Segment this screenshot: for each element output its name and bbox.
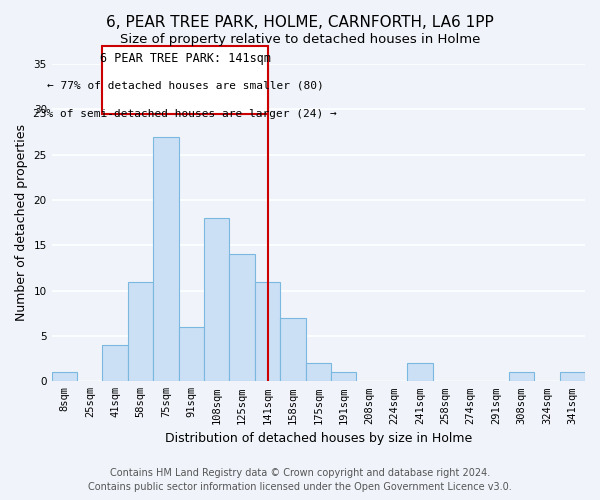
Bar	[153, 136, 179, 382]
Bar	[407, 363, 433, 382]
Bar	[331, 372, 356, 382]
FancyBboxPatch shape	[103, 46, 268, 114]
Text: 23% of semi-detached houses are larger (24) →: 23% of semi-detached houses are larger (…	[33, 110, 337, 120]
Bar	[128, 282, 153, 382]
Text: ← 77% of detached houses are smaller (80): ← 77% of detached houses are smaller (80…	[47, 81, 323, 91]
Bar	[229, 254, 255, 382]
Text: 6, PEAR TREE PARK, HOLME, CARNFORTH, LA6 1PP: 6, PEAR TREE PARK, HOLME, CARNFORTH, LA6…	[106, 15, 494, 30]
Bar	[103, 345, 128, 382]
Bar	[255, 282, 280, 382]
Bar	[204, 218, 229, 382]
Bar	[560, 372, 585, 382]
Y-axis label: Number of detached properties: Number of detached properties	[15, 124, 28, 321]
Text: Contains HM Land Registry data © Crown copyright and database right 2024.
Contai: Contains HM Land Registry data © Crown c…	[88, 468, 512, 492]
Bar	[179, 327, 204, 382]
Bar	[52, 372, 77, 382]
Text: 6 PEAR TREE PARK: 141sqm: 6 PEAR TREE PARK: 141sqm	[100, 52, 271, 65]
Bar	[305, 363, 331, 382]
Text: Size of property relative to detached houses in Holme: Size of property relative to detached ho…	[120, 32, 480, 46]
X-axis label: Distribution of detached houses by size in Holme: Distribution of detached houses by size …	[165, 432, 472, 445]
Bar	[280, 318, 305, 382]
Bar	[509, 372, 534, 382]
